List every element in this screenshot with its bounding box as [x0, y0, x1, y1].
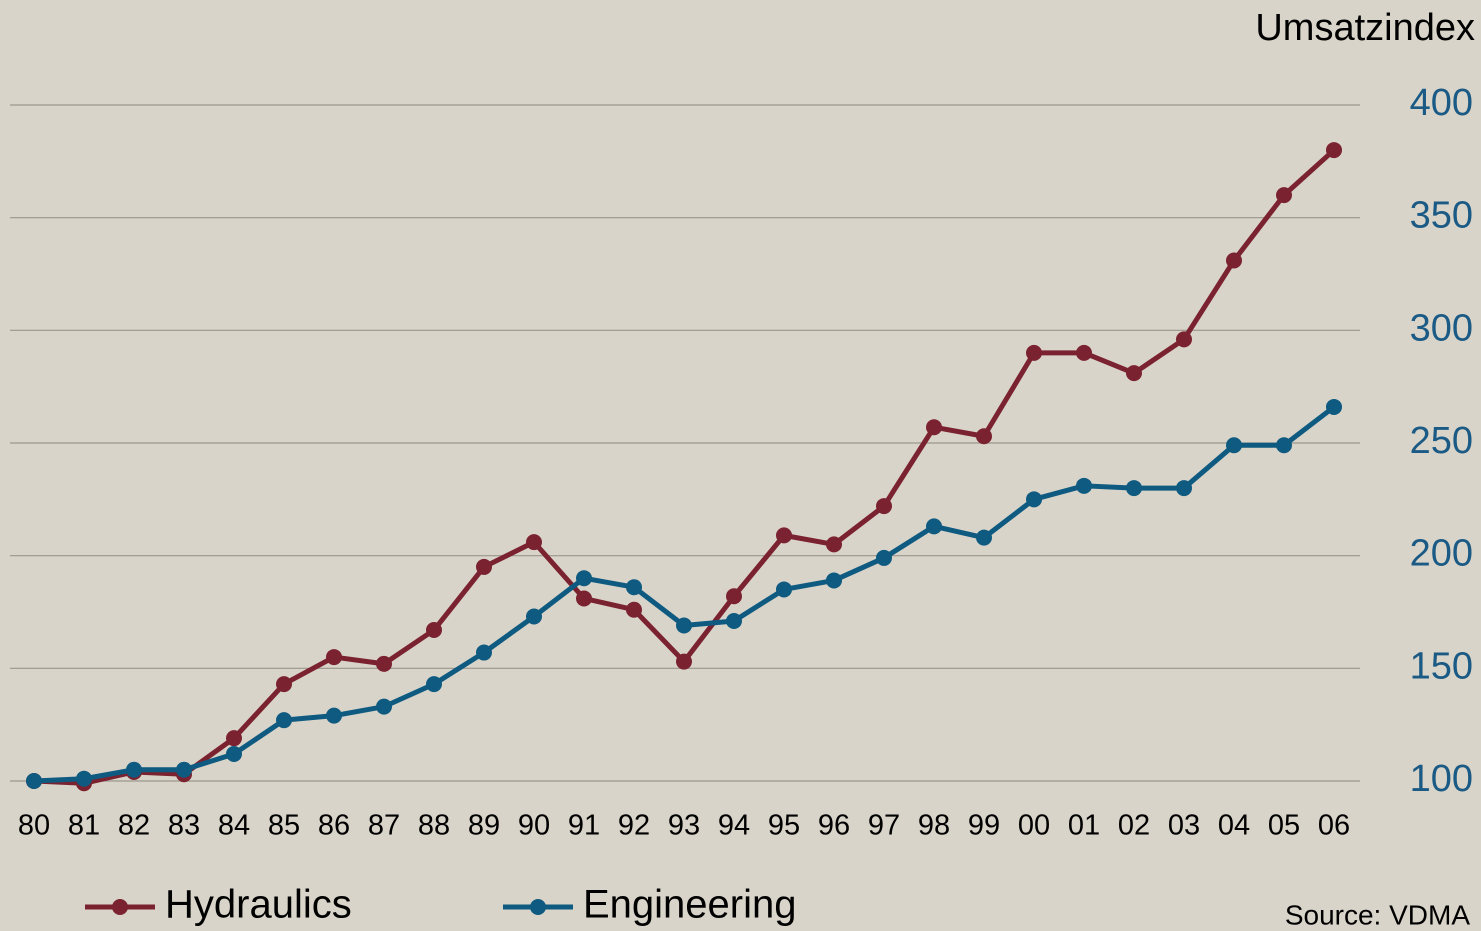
x-tick-label: 85 [268, 810, 300, 842]
data-point [926, 518, 942, 535]
data-point [1276, 437, 1292, 454]
x-tick-label: 98 [918, 810, 950, 842]
y-tick-label: 300 [1410, 307, 1473, 349]
data-point [476, 558, 492, 575]
data-point [326, 707, 342, 724]
data-point [1026, 344, 1042, 361]
data-point [576, 570, 592, 587]
y-tick-label: 100 [1410, 758, 1473, 800]
y-axis-label: Umsatzindex [1255, 7, 1475, 49]
x-tick-label: 93 [668, 810, 700, 842]
x-tick-label: 02 [1118, 810, 1150, 842]
x-tick-label: 90 [518, 810, 550, 842]
data-point [576, 590, 592, 607]
data-point [626, 579, 642, 596]
data-point [776, 581, 792, 598]
x-tick-label: 89 [468, 810, 500, 842]
x-tick-label: 86 [318, 810, 350, 842]
data-point [1176, 480, 1192, 497]
data-point [226, 730, 242, 747]
x-tick-label: 00 [1018, 810, 1050, 842]
x-tick-label: 82 [118, 810, 150, 842]
x-tick-label: 91 [568, 810, 600, 842]
y-tick-label: 400 [1410, 82, 1473, 124]
x-tick-label: 84 [218, 810, 250, 842]
legend-label: Engineering [583, 883, 797, 927]
data-point [826, 536, 842, 553]
x-tick-label: 80 [18, 810, 50, 842]
x-tick-label: 97 [868, 810, 900, 842]
data-point [1326, 398, 1342, 415]
data-point [1126, 365, 1142, 382]
data-point [626, 601, 642, 618]
data-point [226, 745, 242, 762]
data-point [1076, 477, 1092, 494]
data-point [726, 613, 742, 630]
x-tick-label: 04 [1218, 810, 1250, 842]
data-point [676, 617, 692, 634]
data-point [526, 608, 542, 625]
data-point [676, 653, 692, 670]
x-tick-label: 05 [1268, 810, 1300, 842]
data-point [726, 588, 742, 605]
legend-marker [530, 899, 546, 915]
data-point [1226, 437, 1242, 454]
data-point [276, 712, 292, 729]
legend-label: Hydraulics [165, 883, 352, 927]
data-point [526, 534, 542, 551]
source-note: Source: VDMA [1285, 899, 1470, 930]
legend-marker [112, 899, 128, 915]
data-point [26, 773, 42, 789]
data-point [476, 644, 492, 661]
y-tick-label: 200 [1410, 533, 1473, 575]
data-point [976, 428, 992, 445]
data-point [876, 498, 892, 515]
x-tick-label: 03 [1168, 810, 1200, 842]
x-tick-label: 94 [718, 810, 750, 842]
y-tick-label: 250 [1410, 420, 1473, 462]
data-point [376, 655, 392, 672]
y-tick-label: 150 [1410, 645, 1473, 687]
data-point [926, 419, 942, 436]
data-point [826, 572, 842, 589]
data-point [426, 676, 442, 693]
x-tick-label: 96 [818, 810, 850, 842]
data-point [126, 761, 142, 778]
data-point [1276, 187, 1292, 204]
x-tick-label: 06 [1318, 810, 1350, 842]
data-point [326, 649, 342, 666]
data-point [1026, 491, 1042, 508]
data-point [1076, 344, 1092, 361]
data-point [876, 549, 892, 566]
data-point [76, 770, 92, 787]
x-tick-label: 92 [618, 810, 650, 842]
x-tick-label: 99 [968, 810, 1000, 842]
data-point [776, 527, 792, 544]
data-point [376, 698, 392, 715]
x-tick-label: 95 [768, 810, 800, 842]
data-point [1126, 480, 1142, 497]
data-point [1176, 331, 1192, 348]
data-point [1226, 252, 1242, 269]
x-tick-label: 81 [68, 810, 100, 842]
y-tick-label: 350 [1410, 195, 1473, 237]
data-point [426, 622, 442, 639]
x-tick-label: 88 [418, 810, 450, 842]
data-point [976, 529, 992, 546]
data-point [276, 676, 292, 693]
data-point [176, 761, 192, 778]
data-point [1326, 142, 1342, 159]
x-tick-label: 87 [368, 810, 400, 842]
x-tick-label: 01 [1068, 810, 1100, 842]
x-tick-label: 83 [168, 810, 200, 842]
